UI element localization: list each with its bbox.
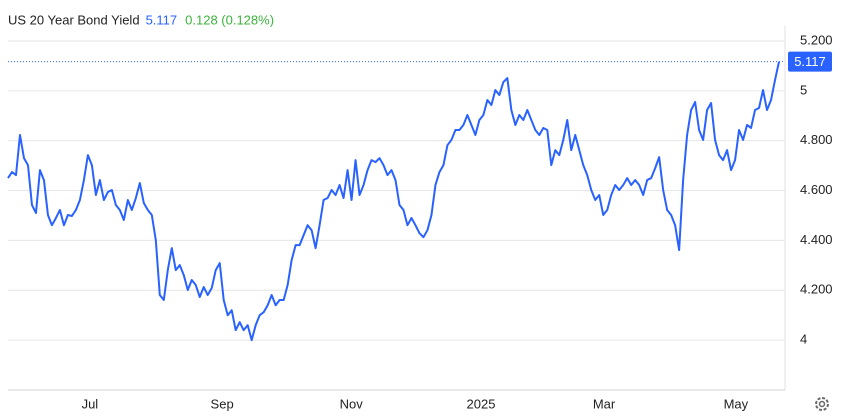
y-tick-label: 4	[800, 332, 807, 347]
last-price-label: 5.117	[794, 54, 826, 69]
x-tick-label: Jul	[82, 396, 99, 411]
last-price-box	[788, 51, 832, 72]
yield-line	[7, 61, 780, 342]
x-tick-label: 2025	[467, 396, 496, 411]
last-price: 5.117	[146, 12, 178, 27]
y-tick-label: 4.200	[800, 282, 833, 297]
x-tick-label: Sep	[211, 396, 234, 411]
y-tick-label: 5.200	[800, 32, 833, 47]
x-tick-label: Mar	[593, 396, 616, 411]
gear-outer	[815, 397, 829, 411]
x-tick-label: Nov	[340, 396, 364, 411]
y-tick-label: 5	[800, 82, 807, 97]
x-tick-label: May	[724, 396, 749, 411]
y-tick-label: 4.600	[800, 182, 833, 197]
price-change: 0.128 (0.128%)	[185, 12, 274, 27]
settings-icon[interactable]	[815, 397, 829, 411]
chart-title: US 20 Year Bond Yield	[8, 12, 140, 27]
y-tick-label: 4.800	[800, 132, 833, 147]
gear-inner	[818, 400, 826, 408]
y-tick-label: 4.400	[800, 232, 833, 247]
